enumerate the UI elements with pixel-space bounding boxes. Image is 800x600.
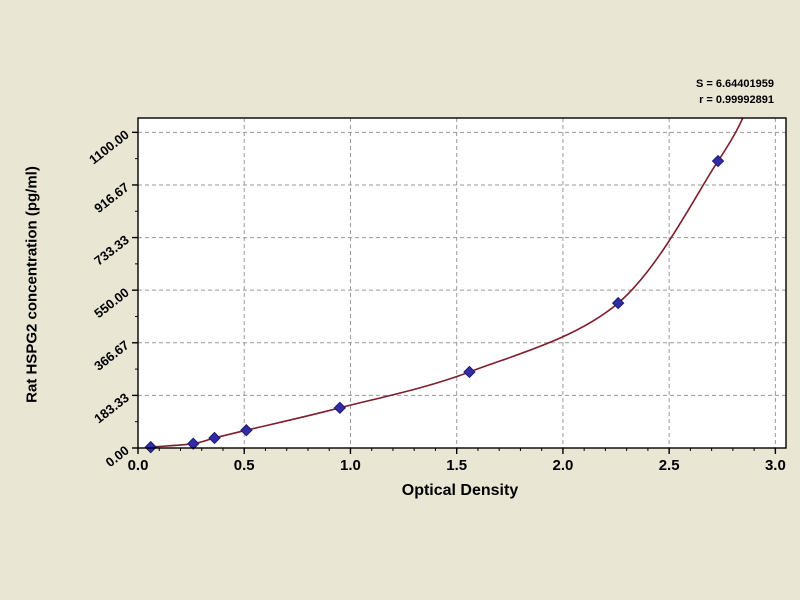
svg-text:1100.00: 1100.00 — [86, 127, 132, 167]
x-axis-title: Optical Density — [401, 482, 519, 499]
svg-text:916.67: 916.67 — [91, 179, 132, 215]
y-axis-title: Rat HSPG2 concentration (pg/ml) — [23, 166, 41, 403]
svg-text:0.5: 0.5 — [234, 457, 255, 474]
fit-statistics: S = 6.64401959 r = 0.99992891 — [696, 76, 774, 108]
svg-text:550.00: 550.00 — [91, 285, 132, 321]
svg-text:1.0: 1.0 — [340, 457, 361, 474]
stat-correlation: r = 0.99992891 — [699, 94, 774, 106]
svg-text:2.5: 2.5 — [659, 457, 680, 474]
svg-text:366.67: 366.67 — [91, 337, 132, 373]
svg-text:1.5: 1.5 — [446, 457, 467, 474]
svg-text:3.0: 3.0 — [765, 457, 786, 474]
svg-text:2.0: 2.0 — [552, 457, 573, 474]
svg-text:733.33: 733.33 — [91, 232, 132, 268]
svg-text:0.0: 0.0 — [128, 457, 149, 474]
svg-text:183.33: 183.33 — [91, 390, 132, 426]
stat-standard-error: S = 6.64401959 — [696, 78, 774, 90]
